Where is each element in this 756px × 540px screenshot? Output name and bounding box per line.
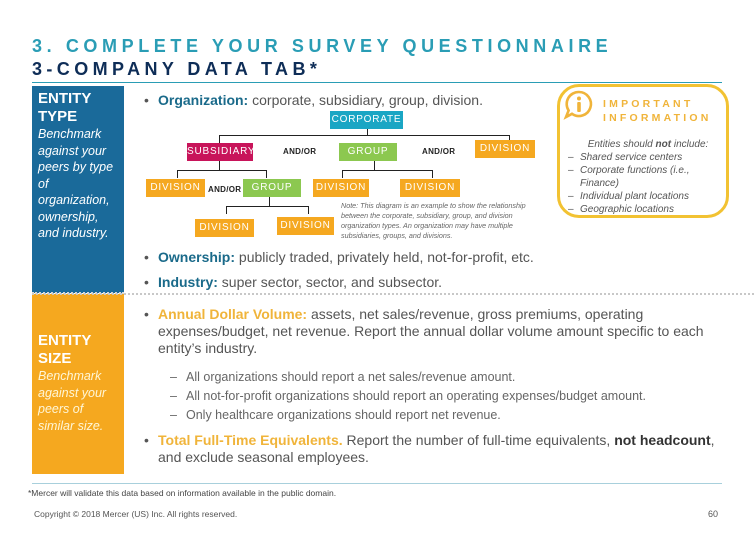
- diagram-note: Note: This diagram is an example to show…: [341, 201, 526, 240]
- entity-size-heading: ENTITY SIZE: [38, 332, 92, 367]
- list-item: Only healthcare organizations should rep…: [170, 406, 646, 425]
- entity-type-panel: ENTITY TYPE Benchmark against your peers…: [32, 86, 124, 294]
- industry-label: Industry:: [158, 274, 218, 290]
- group-box: GROUP: [339, 143, 397, 161]
- entity-size-panel: ENTITY SIZE Benchmark against your peers…: [32, 294, 124, 474]
- page-title: 3. COMPLETE YOUR SURVEY QUESTIONNAIRE: [32, 36, 613, 56]
- organization-text: corporate, subsidiary, group, division.: [248, 92, 483, 108]
- fte-emphasis: not headcount: [614, 432, 711, 448]
- fte-label: Total Full-Time Equivalents.: [158, 432, 343, 448]
- title-divider: [32, 82, 722, 83]
- annual-dollar-volume-bullet: • Annual Dollar Volume: assets, net sale…: [144, 306, 704, 356]
- division-b-box: DIVISION B: [277, 217, 334, 249]
- section-divider: [32, 293, 754, 295]
- list-item: Individual plant locations: [568, 190, 728, 203]
- footer-divider: [32, 483, 722, 484]
- dollar-volume-rules: All organizations should report a net sa…: [170, 368, 646, 425]
- entity-size-description: Benchmark against your peers of similar …: [38, 369, 107, 433]
- important-information-body: Entities should not include: Shared serv…: [568, 138, 728, 216]
- annual-dollar-volume-text: assets, net sales/revenue, gross premium…: [158, 306, 704, 356]
- ownership-bullet: • Ownership: publicly traded, privately …: [144, 249, 534, 265]
- entity-type-description: Benchmark against your peers by type of …: [38, 127, 114, 240]
- andor-label: AND/OR: [422, 147, 456, 156]
- organization-bullet: • Organization: corporate, subsidiary, g…: [144, 92, 483, 108]
- division-box: DIVISION: [146, 179, 205, 197]
- industry-bullet: • Industry: super sector, sector, and su…: [144, 274, 443, 290]
- ownership-label: Ownership:: [158, 249, 236, 265]
- division-a-box: DIVISION A: [313, 179, 369, 211]
- division-a-box: DIVISION A: [195, 219, 254, 251]
- page-subtitle: 3-COMPANY DATA TAB*: [32, 59, 322, 79]
- andor-label: AND/OR: [208, 185, 242, 194]
- entity-type-heading: ENTITY TYPE: [38, 90, 92, 125]
- subsidiary-box: SUBSIDIARY: [187, 143, 255, 161]
- important-information-callout: IMPORTANT INFORMATION Entities should no…: [557, 84, 729, 218]
- list-item: All not-for-profit organizations should …: [170, 387, 646, 406]
- list-item: Geographic locations: [568, 203, 728, 216]
- group-box: GROUP: [243, 179, 301, 197]
- industry-text: super sector, sector, and subsector.: [217, 274, 443, 290]
- page-number: 60: [708, 509, 719, 519]
- annual-dollar-volume-label: Annual Dollar Volume:: [158, 306, 308, 322]
- organization-label: Organization:: [158, 92, 249, 108]
- ownership-text: publicly traded, privately held, not-for…: [235, 249, 534, 265]
- list-item: Shared service centers: [568, 151, 728, 164]
- info-speech-bubble-icon: [563, 90, 593, 120]
- list-item: All organizations should report a net sa…: [170, 368, 646, 387]
- important-information-title: IMPORTANT INFORMATION: [603, 98, 712, 124]
- andor-label: AND/OR: [283, 147, 317, 156]
- division-b-box: DIVISION B: [400, 179, 460, 211]
- corporate-box: CORPORATE: [330, 111, 403, 129]
- fte-bullet: • Total Full-Time Equivalents. Report th…: [144, 432, 715, 465]
- list-item: Corporate functions (i.e., Finance): [568, 164, 728, 190]
- copyright: Copyright © 2018 Mercer (US) Inc. All ri…: [34, 509, 238, 519]
- division-box: DIVISION: [475, 140, 535, 158]
- footnote: *Mercer will validate this data based on…: [28, 488, 337, 498]
